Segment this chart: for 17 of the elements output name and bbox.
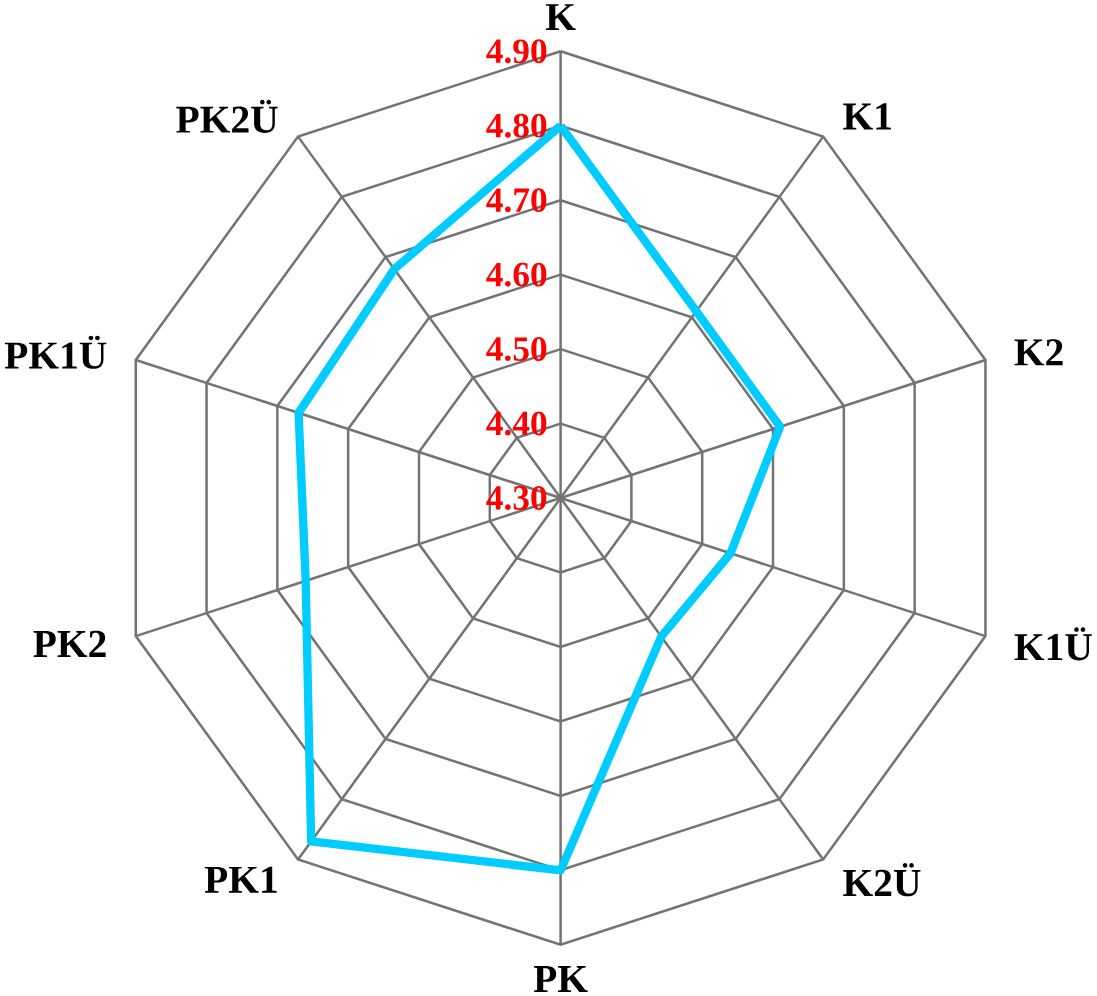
y-tick-label: 4.80 — [486, 113, 547, 138]
spoke-label: PK — [533, 966, 588, 992]
spoke-label: K1Ü — [1014, 627, 1092, 661]
y-tick-label: 4.50 — [486, 337, 547, 362]
spoke-label: K2 — [1014, 339, 1063, 366]
spoke-label: K1 — [843, 103, 891, 130]
spoke-label: PK1Ü — [4, 335, 107, 369]
y-tick-label: 4.30 — [486, 485, 547, 510]
y-tick-label: 4.90 — [486, 39, 547, 64]
y-tick-label: 4.70 — [486, 188, 547, 213]
y-tick-label: 4.40 — [486, 411, 547, 436]
spoke-label: K2Ü — [843, 863, 921, 897]
y-tick-label: 4.60 — [486, 262, 547, 287]
spoke-label: PK2Ü — [176, 99, 278, 133]
spoke-label: PK1 — [204, 866, 277, 893]
spoke-label: K — [545, 4, 576, 30]
spoke-label: PK2 — [33, 630, 106, 657]
